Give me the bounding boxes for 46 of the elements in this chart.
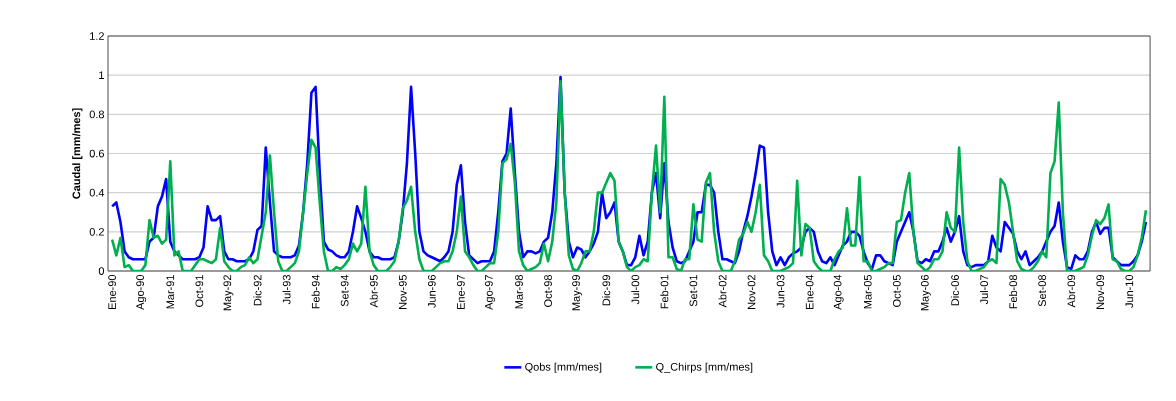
x-tick-label: Set-08 xyxy=(1038,275,1047,307)
x-tick-label: Set-01 xyxy=(689,275,698,307)
y-tick-label: 0.6 xyxy=(89,149,104,158)
x-tick-label: Feb-08 xyxy=(1009,275,1018,309)
x-tick-label: Abr-02 xyxy=(718,275,727,308)
legend-label: Q_Chirps [mm/mes] xyxy=(656,362,753,373)
x-tick-label: Ene-97 xyxy=(457,275,465,309)
x-tick-label: Set-94 xyxy=(340,274,349,307)
x-tick-label: Ene-90 xyxy=(108,274,117,309)
x-tick-label: Dic-06 xyxy=(950,275,959,306)
x-tick-label: Mar-98 xyxy=(515,275,523,309)
x-tick-label: Nov-09 xyxy=(1096,275,1105,309)
x-tick-label: Feb-94 xyxy=(311,274,320,309)
x-tick-label: Mar-05 xyxy=(863,274,872,309)
x-tick-label: Oct-91 xyxy=(195,275,204,307)
x-tick-label: Ago-04 xyxy=(833,274,844,310)
x-tick-label: May-06 xyxy=(920,275,931,311)
x-tick-label: Jul-00 xyxy=(631,274,640,305)
x-tick-label: Oct-98 xyxy=(544,275,552,307)
y-axis-title: Caudal [mm/mes] xyxy=(72,108,83,199)
y-tick-label: 1 xyxy=(99,71,104,79)
x-tick-label: Jun-96 xyxy=(427,275,436,308)
x-tick-label: Abr-95 xyxy=(369,274,378,308)
x-tick-label: Dic-99 xyxy=(602,275,611,306)
y-tick-label: 0 xyxy=(98,267,105,275)
x-tick-label: Oct-05 xyxy=(892,274,901,307)
y-tick-label: 1.2 xyxy=(90,32,104,40)
x-tick-label: Nov-02 xyxy=(747,275,756,309)
x-tick-label: Ene-04 xyxy=(805,274,814,309)
x-tick-label: Ago-97 xyxy=(485,275,495,310)
x-tick-label: May-99 xyxy=(572,275,583,311)
y-tick-label: 0.8 xyxy=(89,110,104,119)
x-tick-label: Jul-07 xyxy=(979,275,989,305)
legend-label: Qobs [mm/mes] xyxy=(525,362,602,373)
x-tick-label: Feb-01 xyxy=(660,275,669,309)
x-tick-label: Ago-90 xyxy=(136,274,147,310)
x-tick-label: Jul-93 xyxy=(282,275,291,305)
y-tick-label: 0.4 xyxy=(89,188,105,197)
x-tick-label: Abr-09 xyxy=(1067,275,1076,308)
x-tick-label: Mar-91 xyxy=(166,275,175,309)
x-tick-label: Nov-95 xyxy=(398,275,407,309)
x-tick-label: Jun-03 xyxy=(776,275,785,308)
x-tick-label: Dic-92 xyxy=(253,275,262,306)
x-tick-label: May-92 xyxy=(223,275,234,311)
x-tick-label: Jun-10 xyxy=(1125,274,1134,308)
y-tick-label: 0.2 xyxy=(89,227,104,236)
